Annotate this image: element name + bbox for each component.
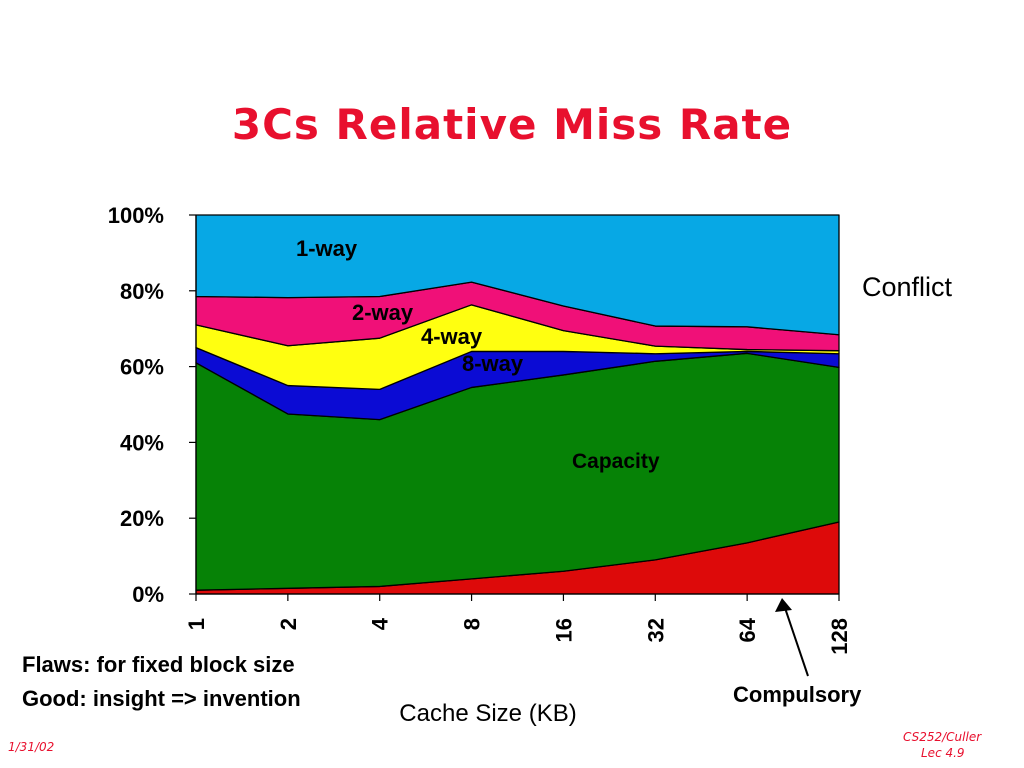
x-tick-label: 16 (551, 618, 576, 642)
series-label-8-way: 8-way (462, 351, 524, 376)
footer-lecture: Lec 4.9 (921, 746, 965, 760)
series-label-4-way: 4-way (421, 324, 483, 349)
y-tick-label: 80% (120, 279, 164, 304)
x-axis-title: Cache Size (KB) (399, 700, 576, 727)
y-tick-label: 100% (108, 203, 164, 228)
x-tick-label: 4 (368, 617, 393, 630)
footer-course: CS252/Culler (903, 730, 982, 744)
compulsory-arrowhead (775, 598, 792, 612)
y-tick-label: 40% (120, 430, 164, 455)
chart-tick-labels: 0% 20% 40% 60% 80% 100% 1 2 4 8 16 32 64 128 Cache Siz… (108, 203, 852, 727)
y-tick-label: 20% (120, 506, 164, 531)
slide-title: 3Cs Relative Miss Rate (231, 100, 793, 149)
series-label-1-way: 1-way (296, 236, 358, 261)
x-tick-label: 32 (643, 618, 668, 642)
y-tick-label: 60% (120, 355, 164, 380)
x-tick-label: 64 (735, 617, 760, 642)
x-tick-label: 2 (276, 618, 301, 630)
chart-axes (189, 214, 840, 601)
note-good: Good: insight => invention (22, 686, 301, 711)
x-tick-label: 128 (827, 618, 852, 655)
footer-date: 1/31/02 (8, 740, 55, 754)
y-tick-label: 0% (132, 582, 164, 607)
x-tick-label: 8 (460, 618, 485, 630)
area-1-way (195, 214, 840, 336)
compulsory-arrow (783, 604, 809, 677)
chart-areas (195, 214, 840, 595)
x-tick-label: 1 (184, 618, 209, 630)
series-label-compulsory: Compulsory (733, 682, 862, 707)
series-label-2-way: 2-way (352, 300, 414, 325)
note-flaws: Flaws: for fixed block size (22, 652, 295, 677)
series-label-conflict: Conflict (862, 272, 953, 302)
series-label-capacity: Capacity (572, 450, 660, 473)
